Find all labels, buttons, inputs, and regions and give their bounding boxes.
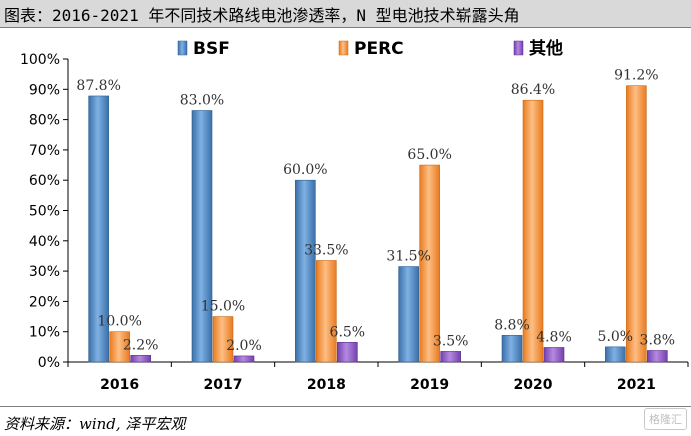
x-tick-label: 2017	[204, 377, 243, 393]
y-tick-label: 20%	[29, 294, 60, 310]
legend-label: 其他	[529, 38, 563, 59]
bar-BSF-2017	[191, 110, 213, 363]
y-tick-label: 0%	[38, 355, 60, 371]
data-label: 65.0%	[407, 147, 451, 163]
data-label: 6.5%	[330, 324, 366, 340]
bar-BSF-2016	[88, 95, 109, 363]
chart-legend: BSF PERC 其他	[177, 38, 563, 59]
y-tick-label: 50%	[29, 204, 60, 220]
y-tick-label: 10%	[29, 325, 60, 341]
bar-BSF-2021	[605, 346, 626, 363]
source-note: 资料来源：wind, 泽平宏观	[4, 415, 186, 433]
data-label: 60.0%	[283, 162, 327, 178]
data-label: 2.2%	[123, 337, 159, 353]
data-label: 2.0%	[226, 338, 262, 354]
data-label: 15.0%	[201, 299, 245, 315]
legend-label: PERC	[354, 39, 404, 59]
legend-swatch	[513, 40, 524, 56]
chart-bars	[88, 85, 668, 363]
bar-BSF-2019	[398, 266, 419, 363]
bar-其他-2019	[440, 351, 461, 363]
bar-其他-2016	[130, 355, 151, 363]
legend-swatch	[177, 40, 188, 56]
chart-axes: 0% 10% 20% 30% 40% 50% 60% 70% 80% 90% 100% 2016 201…	[20, 52, 689, 393]
footer-divider	[0, 406, 691, 407]
y-tick-label: 40%	[29, 234, 60, 250]
y-tick-label: 100%	[20, 52, 60, 68]
y-tick-label: 80%	[29, 113, 60, 129]
bar-其他-2021	[647, 350, 668, 363]
watermark-logo: 格隆汇	[644, 408, 687, 430]
data-label: 3.8%	[640, 332, 676, 348]
data-label: 10.0%	[97, 314, 141, 330]
data-label: 86.4%	[511, 82, 555, 98]
data-label: 87.8%	[76, 78, 120, 94]
data-label: 4.8%	[536, 329, 572, 345]
x-tick-label: 2021	[617, 377, 656, 393]
chart-title: 图表：2016-2021 年不同技术路线电池渗透率，N 型电池技术崭露头角	[4, 6, 520, 25]
data-label: 33.5%	[304, 242, 348, 258]
y-tick-label: 30%	[29, 264, 60, 280]
x-tick-label: 2019	[410, 377, 449, 393]
data-label: 8.8%	[494, 317, 530, 333]
bar-其他-2018	[337, 342, 358, 363]
bar-PERC-2018	[316, 260, 337, 363]
bar-PERC-2020	[522, 99, 544, 363]
title-bar: 图表：2016-2021 年不同技术路线电池渗透率，N 型电池技术崭露头角	[0, 0, 691, 27]
y-tick-label: 90%	[29, 82, 60, 98]
bar-chart: BSF PERC 其他 0% 10% 20% 30% 40% 50% 60% 70% 80% 90% 1…	[20, 38, 689, 393]
data-label: 3.5%	[433, 333, 469, 349]
bar-PERC-2016	[109, 331, 130, 363]
x-tick-label: 2020	[514, 377, 553, 393]
bar-PERC-2019	[419, 164, 440, 363]
bar-其他-2020	[543, 347, 565, 363]
data-label: 91.2%	[614, 68, 658, 84]
data-label: 5.0%	[598, 329, 634, 345]
bar-BSF-2018	[295, 179, 316, 363]
bar-BSF-2020	[501, 335, 523, 363]
title-divider	[0, 27, 691, 28]
x-tick-label: 2016	[100, 377, 139, 393]
data-label: 31.5%	[386, 249, 430, 265]
bar-其他-2017	[233, 355, 255, 363]
bar-PERC-2017	[212, 316, 234, 363]
legend-label: BSF	[193, 39, 230, 59]
chart-data-labels: 87.8% 83.0% 60.0% 31.5% 8.8% 5.0% 10.0% 15.0% 33…	[76, 68, 675, 354]
x-tick-label: 2018	[307, 377, 346, 393]
data-label: 83.0%	[180, 93, 224, 109]
bar-PERC-2021	[626, 85, 647, 363]
legend-swatch	[338, 40, 349, 56]
y-tick-label: 60%	[29, 173, 60, 189]
y-tick-label: 70%	[29, 143, 60, 159]
